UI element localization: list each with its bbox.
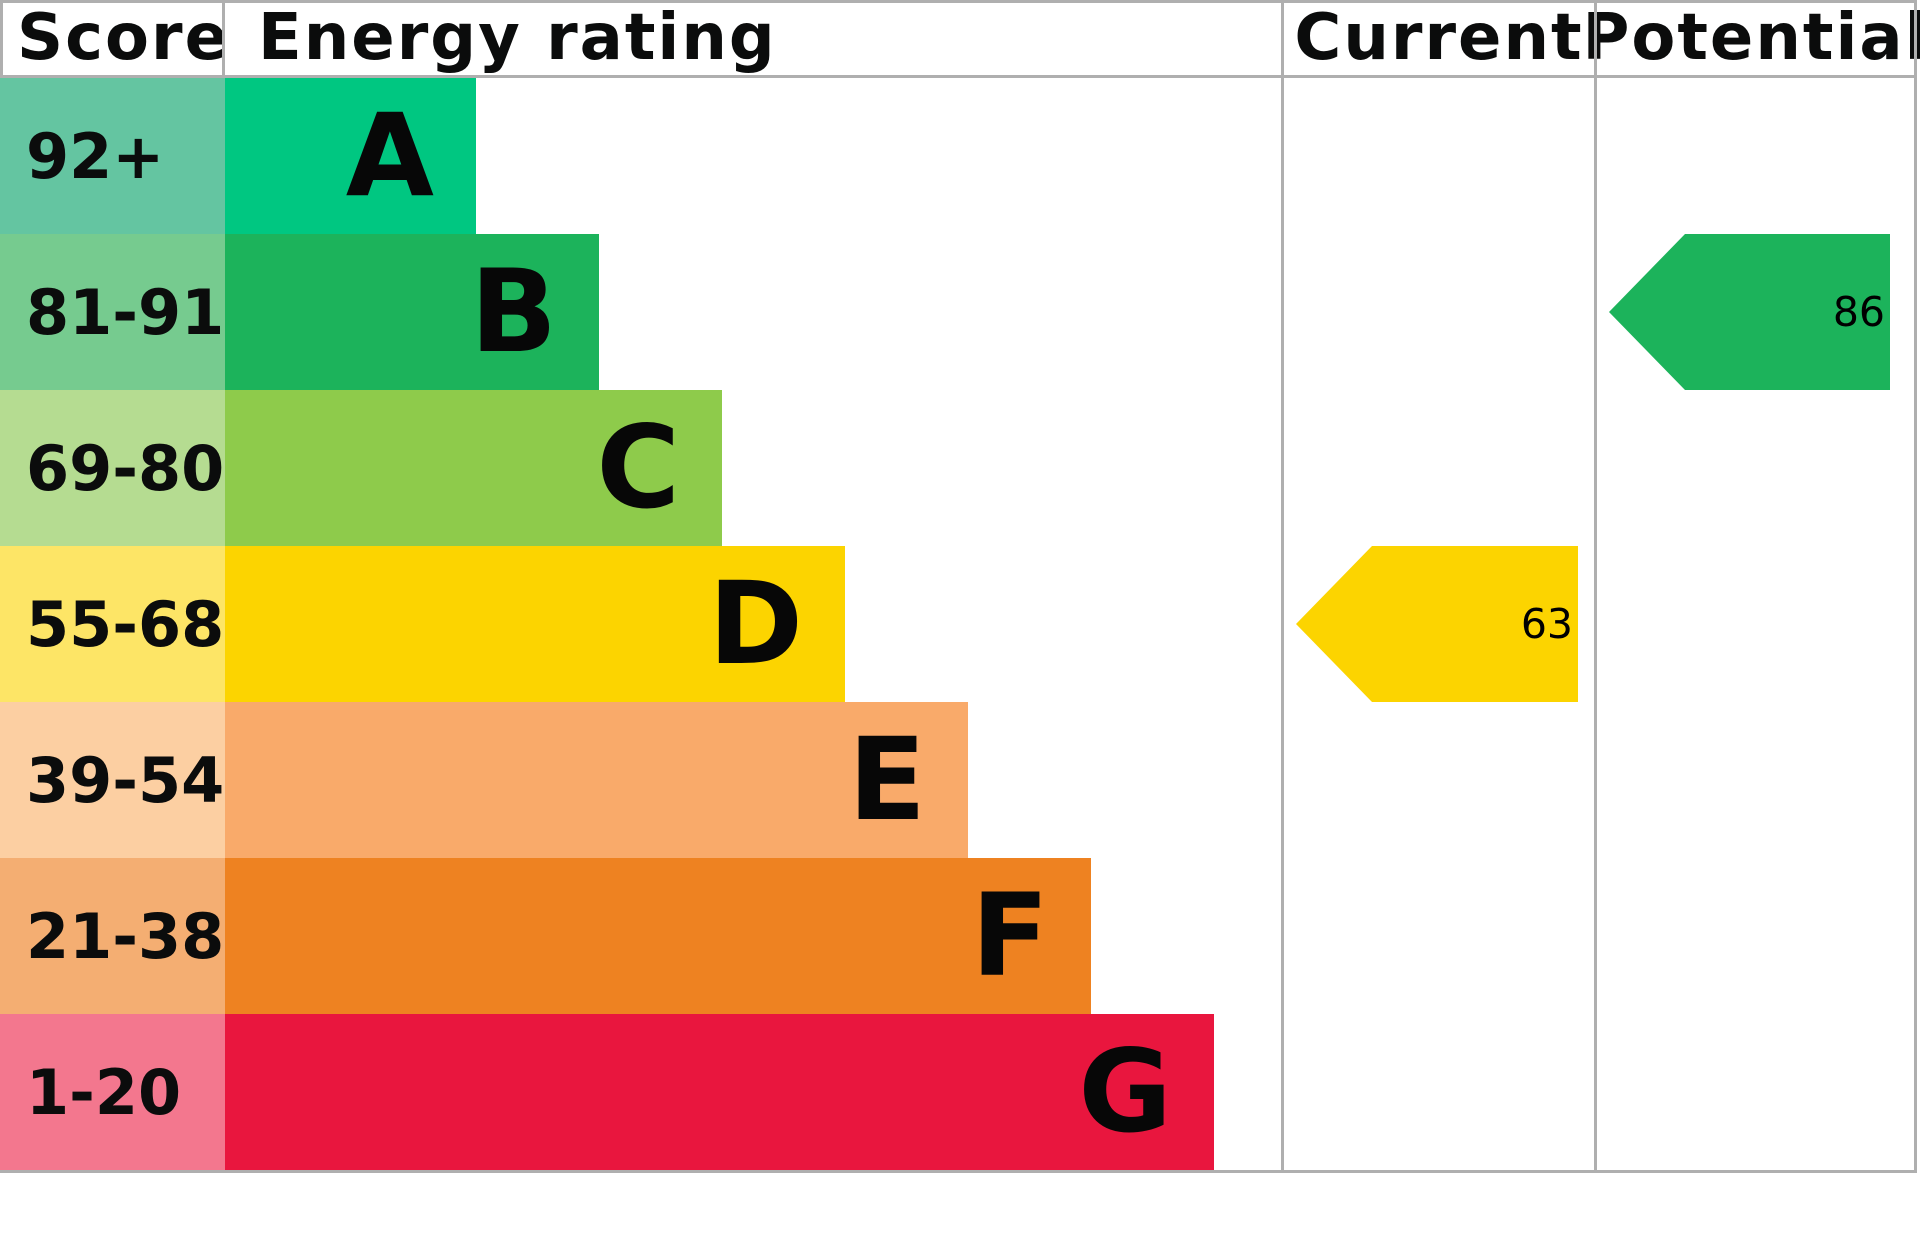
- band-bar: C: [225, 390, 722, 546]
- band-score-range: 39-54: [0, 702, 225, 858]
- current-rating-arrow: 63: [1296, 546, 1578, 702]
- potential-column-right-border: [1914, 0, 1917, 1173]
- potential-rating-arrow: 86: [1609, 234, 1890, 390]
- band-row: 92+ A: [0, 78, 476, 234]
- table-border-bottom: [0, 1170, 1917, 1173]
- band-bar: F: [225, 858, 1091, 1014]
- current-column-header: Current: [1294, 0, 1584, 75]
- band-letter: D: [708, 557, 803, 690]
- band-row: 39-54 E: [0, 702, 968, 858]
- band-row: 55-68 D: [0, 546, 845, 702]
- current-column-left-border: [1281, 0, 1284, 1173]
- band-row: 69-80 C: [0, 390, 722, 546]
- band-row: 21-38 F: [0, 858, 1091, 1014]
- band-score-range: 69-80: [0, 390, 225, 546]
- band-score-range: 92+: [0, 78, 225, 234]
- band-letter: C: [596, 401, 680, 534]
- band-bar: G: [225, 1014, 1214, 1170]
- current-rating-value: 63: [1520, 600, 1573, 648]
- header-left-border: [0, 0, 3, 75]
- score-header-divider: [222, 0, 225, 75]
- energy-rating-column-header: Energy rating: [258, 0, 777, 75]
- table-border-top: [0, 0, 1917, 3]
- band-score-range: 81-91: [0, 234, 225, 390]
- band-row: 81-91 B: [0, 234, 599, 390]
- band-score-range: 55-68: [0, 546, 225, 702]
- band-row: 1-20 G: [0, 1014, 1214, 1170]
- header-bottom-border: [0, 75, 1917, 78]
- band-letter: E: [848, 713, 926, 846]
- band-bar: D: [225, 546, 845, 702]
- band-bar: B: [225, 234, 599, 390]
- band-bar: A: [225, 78, 476, 234]
- band-letter: B: [470, 245, 557, 378]
- band-bar: E: [225, 702, 968, 858]
- score-column-header: Score: [17, 0, 230, 75]
- current-column-right-border: [1594, 0, 1597, 1173]
- potential-column-header: Potential: [1582, 0, 1920, 75]
- band-letter: A: [345, 89, 434, 222]
- band-letter: G: [1078, 1025, 1172, 1158]
- band-score-range: 21-38: [0, 858, 225, 1014]
- band-score-range: 1-20: [0, 1014, 225, 1170]
- band-letter: F: [971, 869, 1049, 1002]
- potential-rating-value: 86: [1832, 288, 1885, 336]
